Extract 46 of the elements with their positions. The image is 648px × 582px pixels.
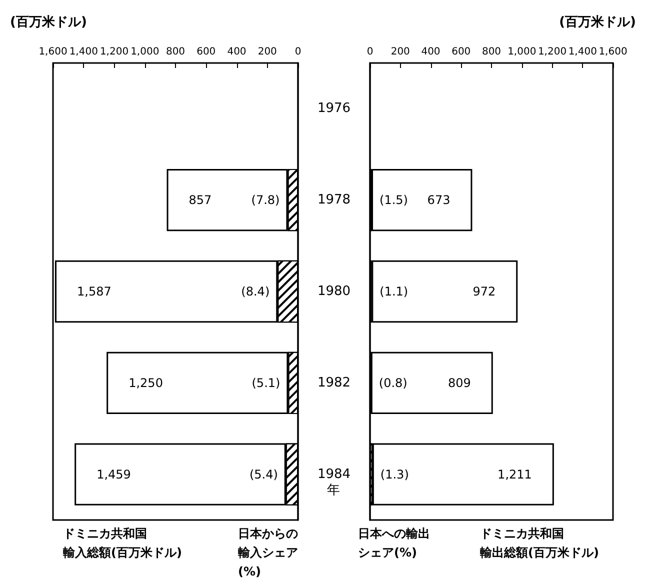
x-tick-label: 400: [227, 46, 246, 58]
x-tick-label: 200: [258, 46, 277, 58]
annotation: (1.5): [380, 193, 408, 208]
y-tick-label: 1976: [317, 101, 351, 116]
annotation: (5.4): [249, 467, 278, 482]
x-tick-label: 0: [294, 46, 302, 58]
total-label: 1,211: [498, 467, 532, 482]
x-tick-label: 600: [196, 46, 216, 58]
x-tick-label: 1,600: [38, 46, 68, 58]
x-tick-label: 1,600: [598, 46, 628, 58]
x-tick-label: 200: [390, 46, 410, 58]
x-tick-label: 1,400: [568, 46, 597, 58]
x-axis-title: (百万米ドル): [10, 15, 87, 30]
y-tick-label: 1978: [317, 192, 351, 208]
annotation: (7.8): [251, 193, 280, 208]
annotation: (1.1): [380, 284, 408, 298]
total-label: 1,587: [76, 284, 112, 298]
x-tick-label: 1,000: [130, 46, 160, 58]
annotation: (8.4): [241, 284, 270, 298]
x-tick-label: 1,200: [100, 46, 129, 58]
total-label: 809: [448, 376, 471, 390]
text: 日本への輸出シェア(%): [358, 526, 430, 560]
x-axis-title: (百万米ドル): [559, 15, 636, 30]
series-label: ドミニカ共和国輸出総額(百万米ドル): [479, 526, 599, 560]
series-label: 日本からの輸入シェア(%): [237, 526, 298, 578]
y-tick-label: 1980: [317, 284, 351, 299]
text: 年: [327, 483, 340, 498]
series-label: ドミニカ共和国輸入総額(百万米ドル): [62, 526, 182, 560]
total-label: 857: [188, 193, 212, 208]
total-label: 1,459: [96, 467, 131, 482]
y-tick-label: 1984: [317, 466, 351, 482]
annotation: (5.1): [252, 376, 280, 390]
x-tick-label: 1,000: [508, 46, 536, 58]
total-label: 673: [427, 193, 450, 208]
x-tick-label: 800: [166, 46, 186, 58]
x-tick-label: 800: [482, 46, 502, 58]
total-label: 972: [472, 284, 496, 298]
x-tick-label: 0: [366, 46, 374, 58]
total-label: 1,250: [128, 376, 163, 390]
x-tick-label: 1,400: [69, 46, 98, 58]
annotation: (1.3): [380, 467, 409, 482]
x-tick-label: 400: [421, 46, 440, 58]
x-tick-label: 1,200: [538, 46, 567, 58]
annotation: (0.8): [378, 376, 408, 390]
y-tick-label: 1982: [317, 375, 351, 390]
x-tick-label: 600: [452, 46, 471, 58]
